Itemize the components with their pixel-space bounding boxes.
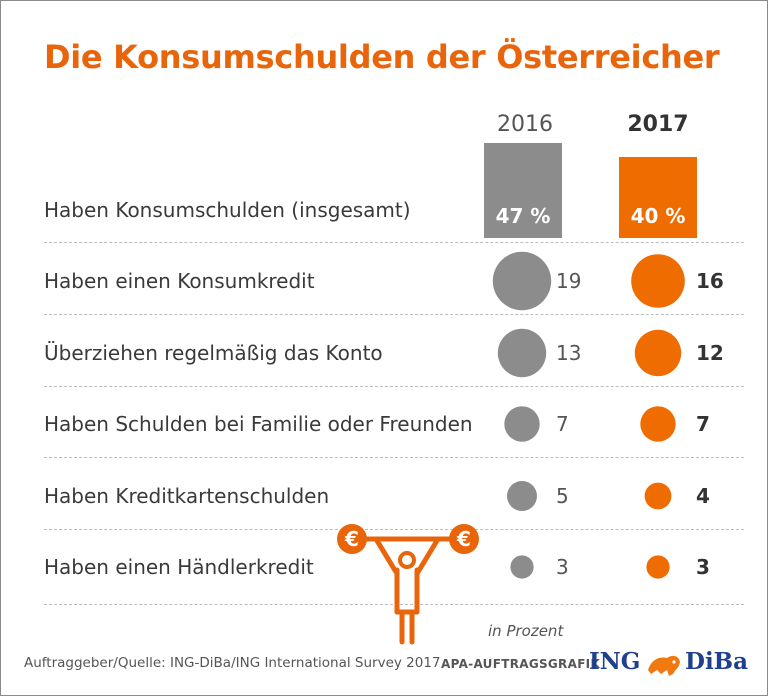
row-separator xyxy=(44,242,744,243)
bubble-2017-row-1 xyxy=(631,254,685,308)
year-header-2017: 2017 xyxy=(627,112,689,137)
source-note: Auftraggeber/Quelle: ING-DiBa/ING Intern… xyxy=(24,655,441,671)
unit-note: in Prozent xyxy=(488,622,564,640)
bubble-2017-row-3 xyxy=(640,406,676,442)
lion-logo-icon xyxy=(648,655,680,676)
bubble-2017-row-2 xyxy=(634,329,682,377)
chart-title: Die Konsumschulden der Österreicher xyxy=(44,38,720,76)
value-label-2016-row-4: 5 xyxy=(556,484,569,508)
apa-credit: APA-AUFTRAGSGRAFIK xyxy=(441,657,601,671)
total-bar-2017: 40 % xyxy=(619,157,697,238)
weightlifter-euro-icon: € € xyxy=(337,524,479,645)
row-separator xyxy=(44,529,744,530)
row-separator xyxy=(44,457,744,458)
logo-text-diba: DiBa xyxy=(685,648,749,675)
value-label-2017-row-4: 4 xyxy=(696,484,710,508)
value-label-2017-row-5: 3 xyxy=(696,555,710,579)
row-separator xyxy=(44,604,744,605)
value-label-2017-row-3: 7 xyxy=(696,412,710,436)
row-label-haendlerkredit: Haben einen Händlerkredit xyxy=(44,555,314,579)
row-separator xyxy=(44,386,744,387)
bubble-2016-row-3 xyxy=(504,406,540,442)
bubble-2016-row-2 xyxy=(497,328,547,378)
total-value-2017: 40 % xyxy=(630,204,686,228)
value-label-2016-row-3: 7 xyxy=(556,412,569,436)
ing-diba-logo: ING DiBa xyxy=(589,648,749,680)
row-label-total: Haben Konsumschulden (insgesamt) xyxy=(44,198,411,222)
bubble-2016-row-5 xyxy=(510,555,534,579)
total-bar-2016: 47 % xyxy=(484,143,562,238)
bubble-2016-row-4 xyxy=(507,481,537,511)
value-label-2016-row-2: 13 xyxy=(556,341,581,365)
svg-text:€: € xyxy=(456,527,471,551)
logo-text-ing: ING xyxy=(589,648,641,675)
row-separator xyxy=(44,314,744,315)
svg-text:€: € xyxy=(344,527,359,551)
value-label-2017-row-1: 16 xyxy=(696,269,724,293)
row-label-familie: Haben Schulden bei Familie oder Freunden xyxy=(44,412,473,436)
bubble-2017-row-5 xyxy=(646,555,670,579)
value-label-2016-row-1: 19 xyxy=(556,269,581,293)
row-label-konto: Überziehen regelmäßig das Konto xyxy=(44,341,383,365)
row-label-konsumkredit: Haben einen Konsumkredit xyxy=(44,269,315,293)
bubble-2017-row-4 xyxy=(644,482,672,510)
value-label-2017-row-2: 12 xyxy=(696,341,724,365)
bubble-2016-row-1 xyxy=(492,251,552,311)
value-label-2016-row-5: 3 xyxy=(556,555,569,579)
total-value-2016: 47 % xyxy=(495,204,551,228)
row-label-kreditkarten: Haben Kreditkartenschulden xyxy=(44,484,330,508)
year-header-2016: 2016 xyxy=(497,112,553,137)
